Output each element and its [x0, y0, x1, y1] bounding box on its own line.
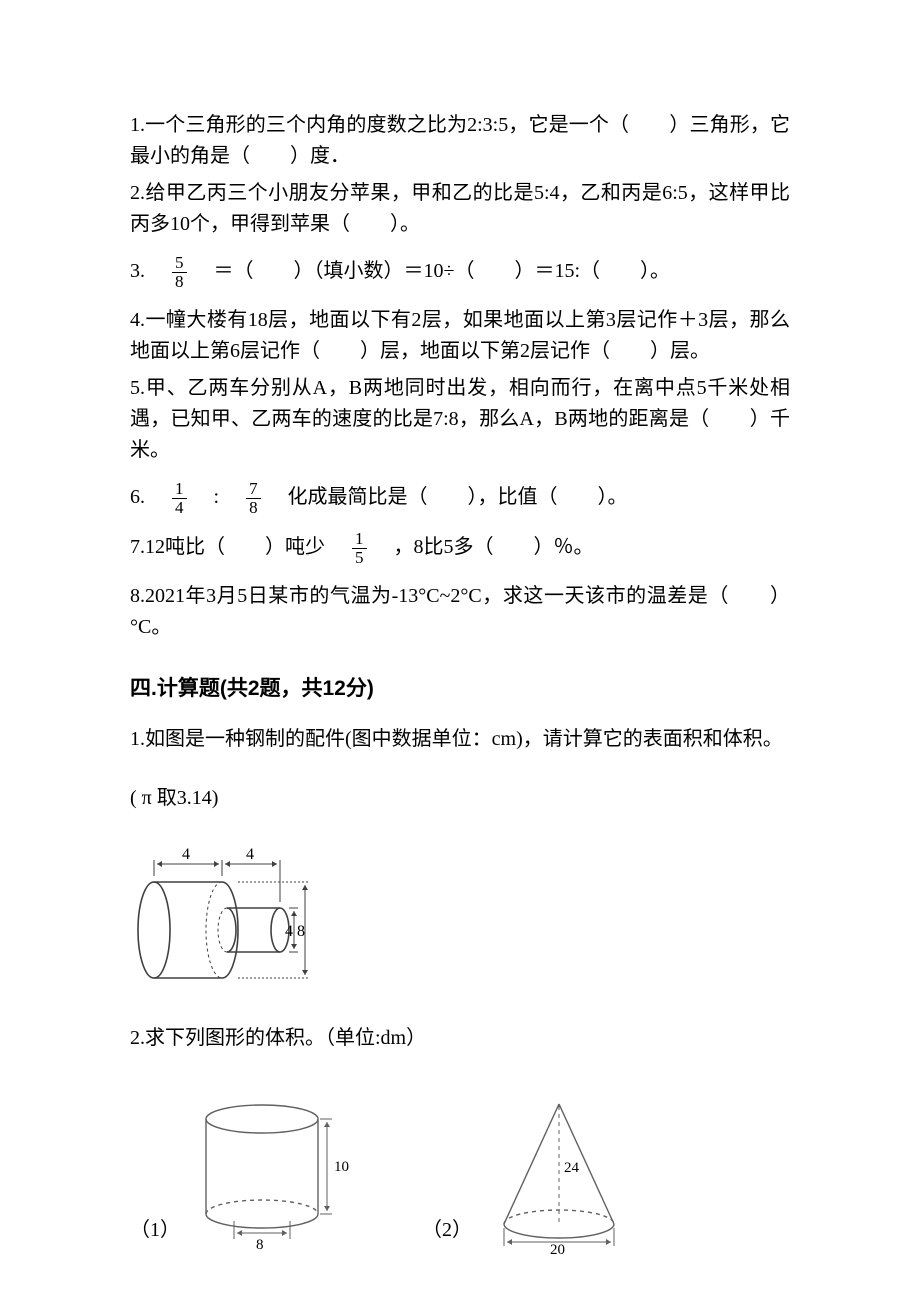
fill-q2: 2.给甲乙丙三个小朋友分苹果，甲和乙的比是5:4，乙和丙是6:5，这样甲比丙多1…: [130, 178, 790, 240]
cyl-height: 10: [334, 1159, 349, 1175]
dim-4a: 4: [182, 846, 190, 863]
q3-post: ＝（ ）（填小数）＝10÷（ ）＝15:（ ）。: [194, 260, 671, 282]
q6-pre: 6.: [130, 486, 165, 508]
q3-pre: 3.: [130, 260, 165, 282]
frac-num: 1: [352, 530, 367, 548]
fill-q3: 3. 5 8 ＝（ ）（填小数）＝10÷（ ）＝15:（ ）。: [130, 254, 790, 291]
cylinder-svg: 10 8: [192, 1099, 362, 1254]
q7-fraction: 1 5: [352, 530, 367, 567]
q6-fraction-2: 7 8: [246, 480, 261, 517]
frac-den: 8: [246, 498, 261, 517]
steel-part-svg: 4 4 4 8: [130, 840, 310, 995]
section-calc-title: 四.计算题(共2题，共12分): [130, 673, 790, 706]
fill-q4: 4.一幢大楼有18层，地面以下有2层，如果地面以上第3层记作＋3层，那么地面以上…: [130, 305, 790, 367]
fill-q7: 7.12吨比（ ）吨少 1 5 ，8比5多（ ）％。: [130, 530, 790, 567]
cone-diameter: 20: [550, 1242, 565, 1254]
volume-figures-row: （1） 10: [130, 1094, 790, 1254]
q6-mid: :: [194, 486, 240, 508]
calc-q1-note: ( π 取3.14): [130, 783, 790, 814]
fill-q8: 8.2021年3月5日某市的气温为-13°C~2°C，求这一天该市的温差是（ ）…: [130, 581, 790, 643]
frac-den: 5: [352, 548, 367, 567]
frac-den: 4: [172, 498, 187, 517]
q7-pre: 7.12吨比（ ）吨少: [130, 536, 345, 558]
fill-q5: 5.甲、乙两车分别从A，B两地同时出发，相向而行，在离中点5千米处相遇，已知甲、…: [130, 373, 790, 466]
figure-steel-part: 4 4 4 8: [130, 840, 790, 995]
q6-post: 化成最简比是（ ），比值（ ）。: [268, 486, 628, 508]
sub-label-2: （2）: [422, 1215, 472, 1254]
frac-den: 8: [172, 272, 187, 291]
cone-svg: 24 20: [484, 1094, 644, 1254]
dim-8: 8: [297, 923, 305, 940]
fill-q1: 1.一个三角形的三个内角的度数之比为2:3:5，它是一个（ ）三角形，它最小的角…: [130, 110, 790, 172]
calc-q1: 1.如图是一种钢制的配件(图中数据单位：cm)，请计算它的表面积和体积。: [130, 724, 790, 755]
q3-fraction: 5 8: [172, 254, 187, 291]
frac-num: 7: [246, 480, 261, 498]
q6-fraction-1: 1 4: [172, 480, 187, 517]
frac-num: 1: [172, 480, 187, 498]
sub-label-1: （1）: [130, 1215, 180, 1254]
frac-num: 5: [172, 254, 187, 272]
dim-4b: 4: [246, 846, 254, 863]
dim-4c: 4: [285, 923, 293, 940]
fill-q6: 6. 1 4 : 7 8 化成最简比是（ ），比值（ ）。: [130, 480, 790, 517]
q7-post: ，8比5多（ ）％。: [374, 536, 594, 558]
volume-item-1: （1） 10: [130, 1099, 362, 1254]
cone-height: 24: [564, 1160, 580, 1176]
cyl-diameter: 8: [256, 1237, 264, 1253]
calc-q2: 2.求下列图形的体积。（单位:dm）: [130, 1023, 790, 1054]
volume-item-2: （2） 24 20: [422, 1094, 644, 1254]
